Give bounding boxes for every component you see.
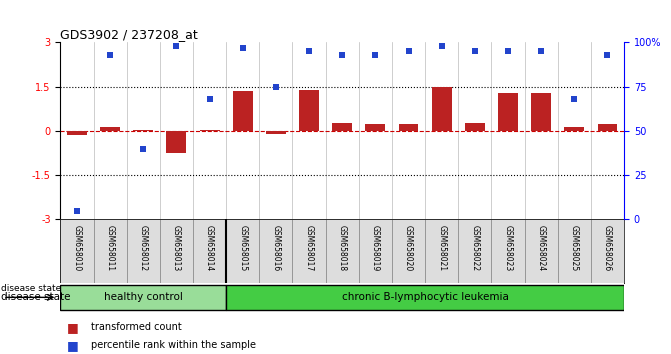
Point bbox=[470, 48, 480, 54]
Point bbox=[72, 208, 83, 213]
Bar bbox=[399, 125, 419, 131]
Bar bbox=[166, 131, 187, 153]
Bar bbox=[200, 130, 219, 131]
Point bbox=[304, 48, 315, 54]
Bar bbox=[558, 219, 591, 283]
Bar bbox=[193, 219, 226, 283]
Text: GSM658012: GSM658012 bbox=[139, 224, 148, 271]
Bar bbox=[392, 219, 425, 283]
Text: healthy control: healthy control bbox=[104, 292, 183, 302]
Text: disease state: disease state bbox=[1, 284, 62, 293]
Bar bbox=[531, 93, 551, 131]
Point bbox=[602, 52, 613, 58]
Bar bbox=[93, 219, 127, 283]
Text: GDS3902 / 237208_at: GDS3902 / 237208_at bbox=[60, 28, 198, 41]
Text: GSM658021: GSM658021 bbox=[437, 224, 446, 271]
Point bbox=[138, 146, 149, 152]
Point bbox=[204, 96, 215, 102]
Bar bbox=[226, 285, 624, 310]
Bar bbox=[299, 90, 319, 131]
Bar bbox=[60, 285, 226, 310]
Text: GSM658024: GSM658024 bbox=[537, 224, 546, 271]
Text: GSM658022: GSM658022 bbox=[470, 224, 479, 271]
Bar bbox=[591, 219, 624, 283]
Bar bbox=[293, 219, 325, 283]
Text: GSM658014: GSM658014 bbox=[205, 224, 214, 271]
Point bbox=[436, 43, 447, 49]
Text: GSM658025: GSM658025 bbox=[570, 224, 579, 271]
Bar bbox=[431, 87, 452, 131]
Bar bbox=[498, 93, 518, 131]
Bar bbox=[233, 91, 253, 131]
Point bbox=[535, 48, 546, 54]
Text: transformed count: transformed count bbox=[91, 322, 181, 332]
Text: percentile rank within the sample: percentile rank within the sample bbox=[91, 340, 256, 350]
Bar bbox=[425, 219, 458, 283]
Text: disease state: disease state bbox=[1, 292, 70, 302]
Text: GSM658026: GSM658026 bbox=[603, 224, 612, 271]
Text: ■: ■ bbox=[67, 321, 79, 334]
Bar bbox=[525, 219, 558, 283]
Text: GSM658023: GSM658023 bbox=[503, 224, 513, 271]
Bar bbox=[465, 123, 484, 131]
Bar bbox=[67, 131, 87, 136]
Bar bbox=[458, 219, 491, 283]
Bar bbox=[160, 219, 193, 283]
Text: ■: ■ bbox=[67, 339, 79, 352]
Point bbox=[171, 43, 182, 49]
Bar bbox=[134, 130, 153, 131]
Text: GSM658020: GSM658020 bbox=[404, 224, 413, 271]
Bar bbox=[100, 127, 120, 131]
Bar bbox=[564, 127, 584, 131]
Point bbox=[569, 96, 580, 102]
Text: GSM658015: GSM658015 bbox=[238, 224, 247, 271]
Point bbox=[270, 84, 281, 90]
Bar bbox=[366, 125, 385, 131]
Point bbox=[403, 48, 414, 54]
Bar bbox=[266, 131, 286, 134]
Point bbox=[105, 52, 115, 58]
Bar bbox=[127, 219, 160, 283]
Point bbox=[337, 52, 348, 58]
Bar bbox=[359, 219, 392, 283]
Bar bbox=[491, 219, 525, 283]
Point bbox=[238, 45, 248, 51]
Bar bbox=[597, 125, 617, 131]
Text: GSM658018: GSM658018 bbox=[338, 224, 347, 271]
Text: GSM658010: GSM658010 bbox=[72, 224, 81, 271]
Bar bbox=[60, 219, 93, 283]
Bar bbox=[259, 219, 293, 283]
Text: GSM658011: GSM658011 bbox=[105, 224, 115, 271]
Text: GSM658019: GSM658019 bbox=[371, 224, 380, 271]
Point bbox=[503, 48, 513, 54]
Text: chronic B-lymphocytic leukemia: chronic B-lymphocytic leukemia bbox=[342, 292, 509, 302]
Bar bbox=[226, 219, 259, 283]
Bar bbox=[332, 123, 352, 131]
Text: GSM658016: GSM658016 bbox=[271, 224, 280, 271]
Text: GSM658017: GSM658017 bbox=[305, 224, 313, 271]
Point bbox=[370, 52, 380, 58]
Bar bbox=[325, 219, 359, 283]
Text: GSM658013: GSM658013 bbox=[172, 224, 181, 271]
